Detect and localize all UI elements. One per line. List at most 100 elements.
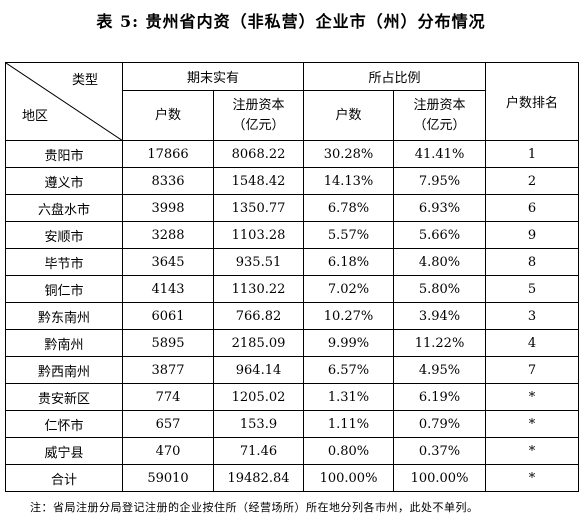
value-cell: 3645 — [122, 248, 214, 276]
group-header: 所占比例 — [303, 62, 487, 91]
value-cell: 9.99% — [303, 329, 395, 357]
region-cell: 铜仁市 — [5, 275, 123, 303]
header-row: 类型 地区 期末实有 所占比例 户数排名 — [5, 62, 580, 141]
value-cell: 153.9 — [212, 410, 305, 438]
value-cell: 964.14 — [212, 356, 305, 384]
value-cell: 59010 — [122, 464, 214, 492]
diagonal — [6, 63, 123, 141]
value-cell: 4.80% — [393, 248, 487, 276]
value-cell: 1548.42 — [212, 167, 305, 195]
note: 注：省局注册分局登记注册的企业按住所（经营场所）所在地分列各市州，此处不单列。 — [30, 501, 479, 514]
value-cell: 100.00% — [303, 464, 395, 492]
table-row: 合计 59010 19482.84 100.00% 100.00% * — [5, 464, 580, 492]
value-cell: 10.27% — [303, 302, 395, 330]
value-cell: 3288 — [122, 221, 214, 249]
corner-cell: 类型 地区 — [5, 62, 123, 141]
region-cell: 六盘水市 — [5, 194, 123, 222]
region-cell: 黔南州 — [5, 329, 123, 357]
group-header: 期末实有 — [121, 62, 305, 91]
value-cell: 470 — [122, 437, 214, 465]
value-cell: 657 — [122, 410, 214, 438]
value-cell: 7.02% — [303, 275, 395, 303]
table-row: 安顺市 3288 1103.28 5.57% 5.66% 9 — [5, 221, 580, 249]
region-cell: 遵义市 — [5, 167, 123, 195]
table-row: 黔西南州 3877 964.14 6.57% 4.95% 7 — [5, 356, 580, 384]
value-cell: 1.11% — [303, 410, 395, 438]
value-cell: 1103.28 — [212, 221, 305, 249]
region-cell: 仁怀市 — [5, 410, 123, 438]
value-cell: 6.57% — [303, 356, 395, 384]
table-row: 黔南州 5895 2185.09 9.99% 11.22% 4 — [5, 329, 580, 357]
value-cell: 6.19% — [393, 383, 487, 411]
value-cell: 6.18% — [303, 248, 395, 276]
value-cell: 766.82 — [212, 302, 305, 330]
region-cell: 贵安新区 — [5, 383, 123, 411]
group-header: 户数排名 — [485, 62, 580, 141]
value-cell: 17866 — [122, 140, 214, 168]
value-cell: 19482.84 — [212, 464, 305, 492]
value-cell: 3877 — [122, 356, 214, 384]
value-cell: 7 — [485, 356, 580, 384]
value-cell: 3 — [485, 302, 580, 330]
region-cell: 黔西南州 — [5, 356, 123, 384]
value-cell: 1130.22 — [212, 275, 305, 303]
table-row: 贵阳市 17866 8068.22 30.28% 41.41% 1 — [5, 140, 580, 168]
value-cell: 3998 — [122, 194, 214, 222]
sub-header: 户数 — [122, 90, 214, 141]
region-cell: 毕节市 — [5, 248, 123, 276]
value-cell: 100.00% — [393, 464, 487, 492]
table: 类型 地区 期末实有 所占比例 户数排名 户数 注册资本 （亿元） 户数 注册资… — [5, 62, 580, 492]
sub-header: 户数 — [303, 90, 395, 141]
table-row: 毕节市 3645 935.51 6.18% 4.80% 8 — [5, 248, 580, 276]
value-cell: 71.46 — [212, 437, 305, 465]
title: 表 5: 贵州省内资（非私营）企业市（州）分布情况 — [96, 12, 486, 31]
region-cell: 威宁县 — [5, 437, 123, 465]
value-cell: 2 — [485, 167, 580, 195]
value-cell: 2185.09 — [212, 329, 305, 357]
value-cell: 14.13% — [303, 167, 395, 195]
value-cell: 6.93% — [393, 194, 487, 222]
table-row: 黔东南州 6061 766.82 10.27% 3.94% 3 — [5, 302, 580, 330]
value-cell: * — [485, 383, 580, 411]
value-cell: 774 — [122, 383, 214, 411]
sub-header: 注册资本 （亿元） — [212, 90, 305, 141]
value-cell: * — [485, 410, 580, 438]
table-row: 贵安新区 774 1205.02 1.31% 6.19% * — [5, 383, 580, 411]
value-cell: * — [485, 464, 580, 492]
value-cell: 1 — [485, 140, 580, 168]
table-row: 仁怀市 657 153.9 1.11% 0.79% * — [5, 410, 580, 438]
value-cell: 0.80% — [303, 437, 395, 465]
value-cell: * — [485, 437, 580, 465]
value-cell: 5895 — [122, 329, 214, 357]
header-row: 户数 注册资本 （亿元） 户数 注册资本 （亿元） — [6, 90, 579, 141]
region-cell: 贵阳市 — [5, 140, 123, 168]
value-cell: 0.37% — [393, 437, 487, 465]
value-cell: 1.31% — [303, 383, 395, 411]
value-cell: 5.66% — [393, 221, 487, 249]
value-cell: 1205.02 — [212, 383, 305, 411]
value-cell: 30.28% — [303, 140, 395, 168]
value-cell: 4.95% — [393, 356, 487, 384]
table-row: 遵义市 8336 1548.42 14.13% 7.95% 2 — [5, 167, 580, 195]
value-cell: 6061 — [122, 302, 214, 330]
table-row: 威宁县 470 71.46 0.80% 0.37% * — [5, 437, 580, 465]
value-cell: 3.94% — [393, 302, 487, 330]
value-cell: 9 — [485, 221, 580, 249]
value-cell: 7.95% — [393, 167, 487, 195]
value-cell: 8336 — [122, 167, 214, 195]
value-cell: 5.80% — [393, 275, 487, 303]
value-cell: 4143 — [122, 275, 214, 303]
value-cell: 5 — [485, 275, 580, 303]
value-cell: 5.57% — [303, 221, 395, 249]
region-cell: 合计 — [5, 464, 123, 492]
value-cell: 1350.77 — [212, 194, 305, 222]
table-row: 铜仁市 4143 1130.22 7.02% 5.80% 5 — [5, 275, 580, 303]
value-cell: 8068.22 — [212, 140, 305, 168]
value-cell: 11.22% — [393, 329, 487, 357]
corner-top: 类型 — [71, 73, 98, 88]
region-cell: 安顺市 — [5, 221, 123, 249]
region-cell: 黔东南州 — [5, 302, 123, 330]
corner-bottom: 地区 — [22, 109, 49, 124]
value-cell: 935.51 — [212, 248, 305, 276]
